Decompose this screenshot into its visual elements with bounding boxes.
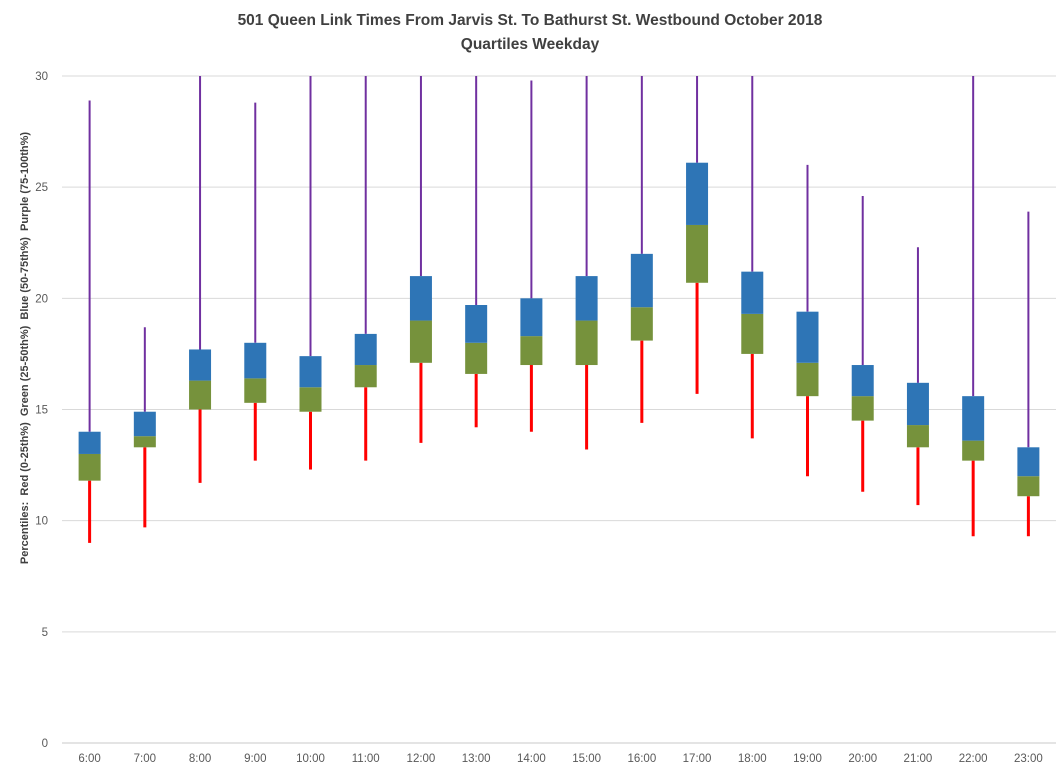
box-50-75 [575,276,598,321]
y-tick-label: 15 [35,405,48,417]
box-50-75 [354,333,377,366]
x-tick-label: 12:00 [407,753,436,765]
box-50-75 [962,396,985,441]
box-50-75 [133,411,156,437]
box-50-75 [741,271,764,314]
box-25-50 [78,453,101,481]
box-25-50 [520,336,543,366]
box-50-75 [520,298,543,337]
box-50-75 [189,349,212,381]
box-25-50 [299,387,322,412]
x-tick-label: 10:00 [296,753,325,765]
x-tick-label: 17:00 [683,753,712,765]
y-tick-label: 10 [35,516,48,528]
box-50-75 [686,162,709,225]
box-25-50 [741,313,764,354]
x-tick-label: 14:00 [517,753,546,765]
x-tick-label: 23:00 [1014,753,1043,765]
y-tick-label: 5 [42,627,48,639]
x-tick-label: 22:00 [959,753,988,765]
box-50-75 [409,276,432,321]
box-25-50 [244,378,267,403]
box-25-50 [630,307,653,341]
box-25-50 [686,224,709,283]
box-50-75 [630,253,653,308]
box-25-50 [189,380,212,410]
chart-title-block: 501 Queen Link Times From Jarvis St. To … [0,9,1060,57]
box-50-75 [299,356,322,388]
x-tick-label: 18:00 [738,753,767,765]
box-25-50 [575,320,598,366]
x-tick-label: 6:00 [78,753,100,765]
box-25-50 [796,362,819,397]
box-25-50 [962,440,985,461]
box-50-75 [796,311,819,363]
box-25-50 [354,365,377,388]
x-tick-label: 9:00 [244,753,266,765]
box-25-50 [133,436,156,448]
box-50-75 [906,382,929,426]
y-tick-label: 0 [42,738,48,750]
box-25-50 [851,396,874,421]
box-25-50 [906,425,929,448]
x-tick-label: 13:00 [462,753,491,765]
box-50-75 [465,305,488,343]
x-tick-label: 11:00 [352,753,380,765]
box-50-75 [78,431,101,454]
x-tick-label: 7:00 [134,753,156,765]
box-25-50 [409,320,432,363]
x-tick-label: 8:00 [189,753,211,765]
box-25-50 [465,342,488,374]
box-25-50 [1017,476,1040,497]
x-tick-label: 19:00 [793,753,822,765]
y-tick-label: 30 [35,71,48,83]
y-tick-label: 25 [35,182,48,194]
box-50-75 [851,365,874,397]
x-tick-label: 16:00 [627,753,656,765]
chart-title: 501 Queen Link Times From Jarvis St. To … [237,12,823,29]
x-tick-label: 21:00 [904,753,933,765]
box-50-75 [1017,447,1040,477]
x-tick-label: 20:00 [848,753,877,765]
y-tick-label: 20 [35,293,48,305]
x-tick-label: 15:00 [572,753,601,765]
box-50-75 [244,342,267,379]
chart-subtitle: Quartiles Weekday [460,36,600,54]
